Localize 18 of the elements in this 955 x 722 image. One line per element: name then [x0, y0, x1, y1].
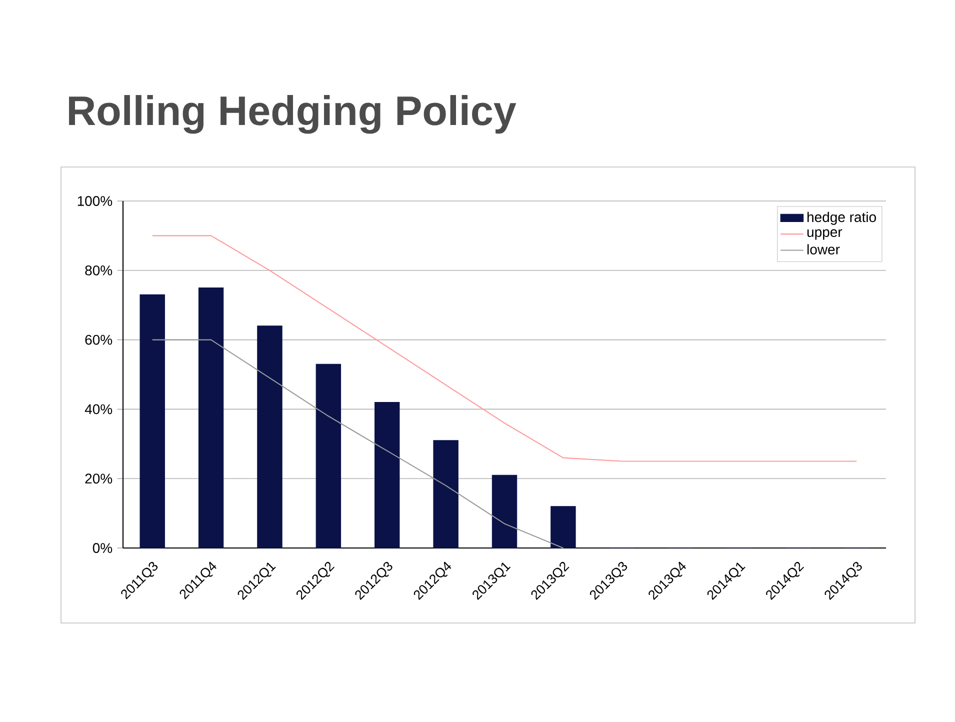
y-tick-label: 80%	[85, 265, 112, 276]
y-tick-label: 60%	[85, 334, 112, 345]
bar	[257, 326, 282, 548]
bar	[140, 294, 165, 548]
bar	[550, 506, 576, 548]
legend-label: upper	[807, 229, 842, 240]
legend-label: hedge ratio	[808, 212, 876, 225]
y-tick-label: 40%	[84, 404, 112, 414]
bar	[492, 474, 518, 548]
bar	[433, 440, 458, 548]
bar	[198, 287, 224, 548]
bar	[374, 402, 400, 548]
y-tick-label: 100%	[78, 196, 112, 206]
y-tick-label: 0%	[92, 543, 112, 553]
chart-title: Rolling Hedging Policy	[69, 95, 516, 134]
legend-label: lower	[807, 244, 840, 254]
bar	[316, 364, 342, 548]
y-tick-label: 20%	[85, 474, 112, 484]
